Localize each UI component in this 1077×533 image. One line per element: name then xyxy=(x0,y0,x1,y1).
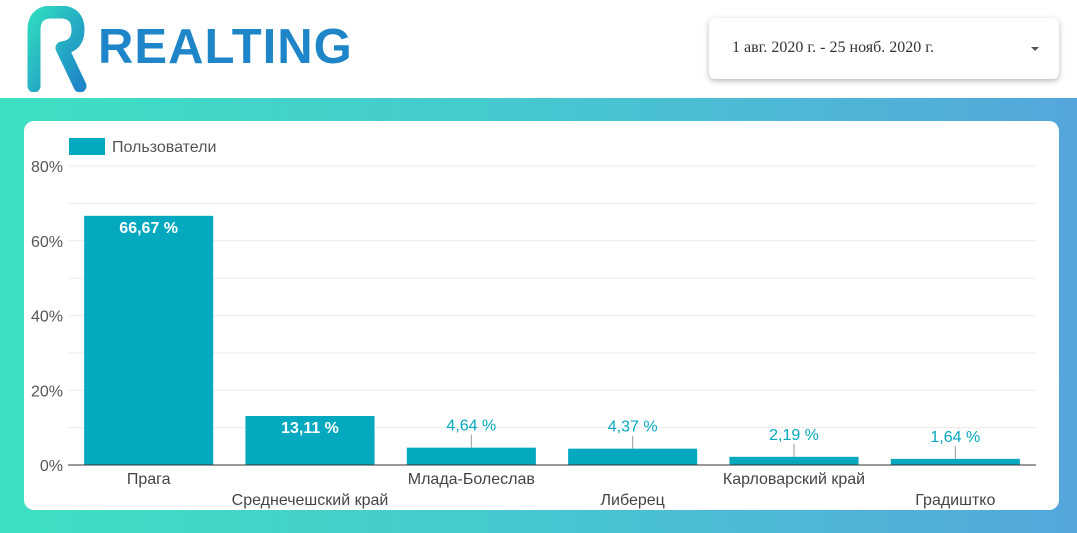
date-range-picker[interactable]: 1 авг. 2020 г. - 25 нояб. 2020 г. xyxy=(709,18,1059,79)
y-tick-label: 60% xyxy=(31,234,63,251)
bar-chart: 0% 20% 40% 60% 80% Пользователи 66,67 % 13,11 %… xyxy=(31,138,1036,509)
date-range-value: 1 авг. 2020 г. - 25 нояб. 2020 г. xyxy=(732,39,935,56)
data-label: 13,11 % xyxy=(281,420,339,437)
bar[interactable] xyxy=(890,458,1020,465)
chart-card: 0% 20% 40% 60% 80% Пользователи 66,67 % 13,11 %… xyxy=(24,121,1059,510)
y-tick-label: 20% xyxy=(31,383,63,400)
brand-name: REALTING xyxy=(98,20,353,74)
y-tick-label: 0% xyxy=(40,458,63,475)
x-tick-label: Либерец xyxy=(601,492,665,509)
y-tick-label: 80% xyxy=(31,159,63,176)
realting-logo-icon xyxy=(27,6,87,92)
legend-label: Пользователи xyxy=(112,139,216,156)
data-label: 2,19 % xyxy=(769,427,819,444)
bar[interactable] xyxy=(84,215,214,465)
header: REALTING 1 авг. 2020 г. - 25 нояб. 2020 … xyxy=(0,0,1077,98)
data-label: 1,64 % xyxy=(930,429,980,446)
x-tick-label: Градиштко xyxy=(915,492,995,509)
data-label: 4,64 % xyxy=(446,418,496,435)
data-label: 66,67 % xyxy=(119,220,178,237)
data-label: 4,37 % xyxy=(608,419,658,436)
x-tick-label: Среднечешский край xyxy=(232,492,389,509)
bar[interactable] xyxy=(729,456,859,465)
bar[interactable] xyxy=(406,447,536,465)
legend-swatch xyxy=(69,138,105,155)
y-tick-label: 40% xyxy=(31,309,63,326)
x-tick-label: Млада-Болеслав xyxy=(408,471,535,488)
bar[interactable] xyxy=(245,416,375,465)
bar[interactable] xyxy=(568,448,698,465)
x-tick-label: Карловарский край xyxy=(723,471,865,488)
chevron-down-icon[interactable] xyxy=(1031,47,1039,51)
x-tick-label: Прага xyxy=(127,471,171,488)
